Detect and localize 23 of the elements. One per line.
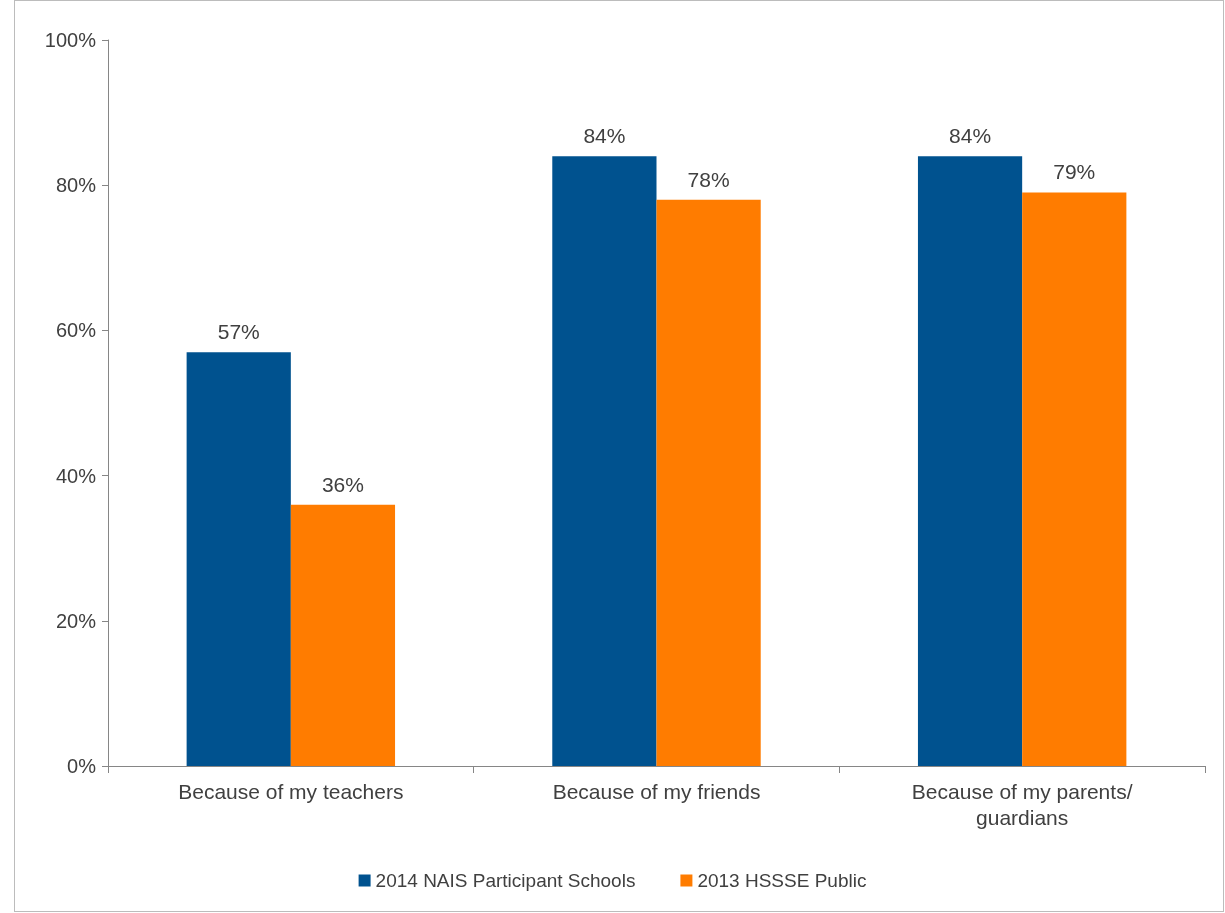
y-tick-label: 80% [55,174,97,197]
bar [656,199,761,766]
bar [552,156,657,766]
y-tick-label: 40% [55,464,97,487]
x-tick-label: Because of my friends [552,779,761,803]
bar [290,504,396,766]
y-tick-label: 60% [55,319,97,342]
legend-label: 2014 NAIS Participant Schools [375,870,636,891]
x-tick-label: Because of my teachers [178,779,404,803]
bar [186,352,291,766]
y-tick-label: 0% [67,755,97,777]
data-label: 84% [949,124,992,148]
bar [1022,192,1127,766]
bar [917,156,1023,766]
data-label: 84% [583,124,626,148]
data-label: 57% [217,320,260,344]
data-label: 36% [321,472,364,496]
y-tick-label: 20% [55,609,97,632]
y-tick-label: 100% [44,29,97,51]
data-label: 78% [687,167,730,191]
data-label: 79% [1053,160,1096,184]
legend-label: 2013 HSSSE Public [697,870,867,891]
x-tick-label: Because of my parents/guardians [911,779,1133,829]
